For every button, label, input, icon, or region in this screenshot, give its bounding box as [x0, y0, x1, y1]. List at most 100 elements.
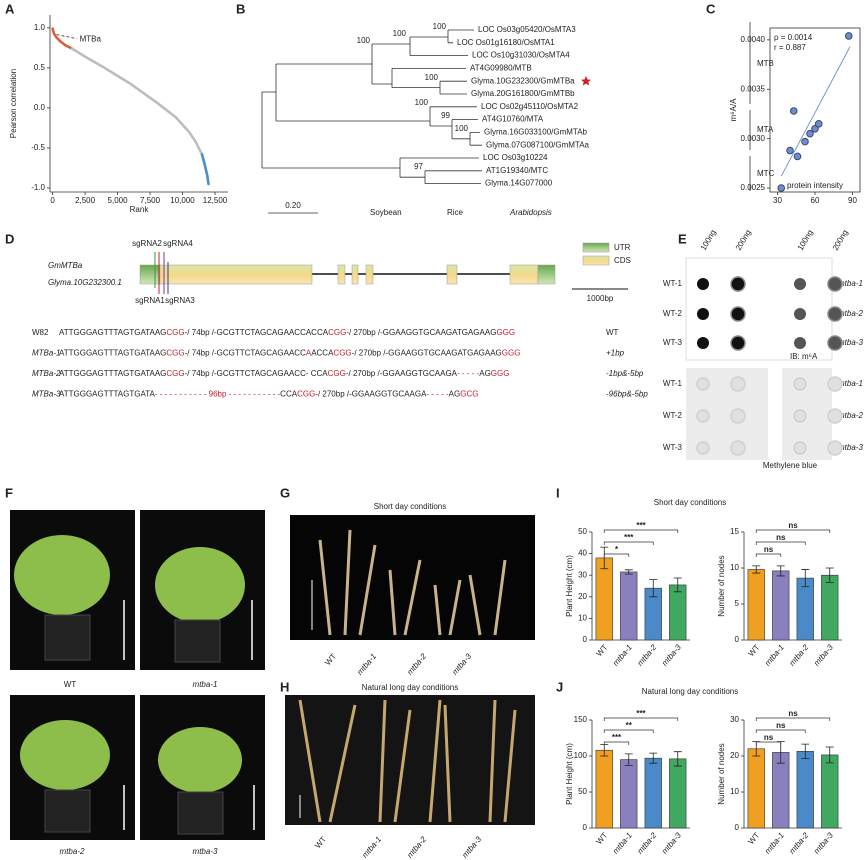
panel-label: G: [280, 485, 290, 500]
bootstrap-label: 97: [414, 162, 423, 171]
x-tick-label: 12,500: [203, 196, 228, 205]
y-tick-label: 5: [735, 599, 740, 608]
x-tick-label: mtba-3: [812, 642, 835, 667]
significance-bracket: [755, 717, 831, 721]
row-label: WT-1: [663, 379, 683, 388]
sequence-segment: CGG: [328, 328, 346, 337]
panel-label: H: [280, 679, 289, 694]
sequence: ATTGGGAGTTTAGTGATAAGCGG-/ 74bp /-GCGTTCT…: [59, 349, 520, 358]
leaf-label: AT1G19340/MTC: [486, 166, 548, 175]
bar: [772, 570, 790, 641]
sequence-segment: -/ 270bp /-GGAAGGTGCAAGATGAGAAG: [352, 349, 502, 358]
legend-label: Rice: [447, 208, 464, 217]
dot: [827, 276, 843, 292]
y-tick-label: 10: [730, 787, 739, 796]
bar: [669, 584, 687, 641]
significance-label: ***: [636, 521, 646, 530]
error-bar: [776, 741, 785, 764]
gene-name: GmMTBa: [48, 261, 83, 270]
sequence-segment: CGG: [166, 349, 184, 358]
point: [801, 137, 809, 146]
dot: [730, 276, 746, 292]
blot-membrane: [782, 368, 832, 460]
significance-bracket: [603, 741, 630, 745]
x-tick-label: 30: [773, 196, 782, 205]
photo-label: mtba-3: [450, 651, 473, 676]
legend-label: Arabidopsis: [509, 208, 552, 217]
bar: [796, 577, 814, 641]
leaf-label: AT4G09980/MTB: [470, 64, 532, 73]
sequence-segment: GGG: [502, 349, 521, 358]
y-axis-label: Plant Height (cm): [565, 743, 574, 805]
clade-label: MTC: [757, 169, 775, 178]
y-tick-label: 50: [578, 527, 587, 536]
y-tick-label: 0: [583, 635, 588, 644]
dot: [697, 278, 709, 290]
amount-label: 100ng: [699, 228, 718, 252]
row-label: WT-1: [663, 279, 683, 288]
x-tick-label: mtba-1: [763, 831, 786, 856]
row-label: WT-2: [663, 309, 683, 318]
bar: [620, 759, 638, 829]
leaf-label: AT4G10760/MTA: [482, 115, 544, 124]
dot: [696, 409, 710, 423]
dot: [730, 440, 746, 456]
bar: [796, 751, 814, 829]
y-tick-label: 0.0040: [741, 35, 766, 44]
sequence-segment: AG: [479, 369, 491, 378]
significance-label: ***: [624, 533, 634, 542]
legend-label: CDS: [614, 256, 631, 265]
error-bar: [673, 577, 682, 593]
significance-bracket: [603, 717, 679, 721]
significance-label: ***: [636, 709, 646, 718]
x-tick-label: 0: [50, 196, 55, 205]
sequence: ATTGGGAGTTTAGTGATAAGCGG-/ 74bp /-GCGTTCT…: [59, 328, 515, 337]
significance-bracket: [755, 741, 782, 745]
row-label: WT-2: [663, 411, 683, 420]
dot: [697, 308, 709, 320]
leaf-label: Glyma.14G077000: [485, 179, 553, 188]
y-tick-label: 40: [578, 549, 587, 558]
photo-title: Short day conditions: [374, 502, 447, 511]
sequence-segment: CGG: [328, 369, 346, 378]
row-label: MTBa-1: [32, 349, 60, 358]
y-axis-label: Pearson correlation: [9, 69, 18, 138]
y-tick-label: 1.0: [34, 23, 46, 32]
chart-title: Short day conditions: [654, 498, 727, 507]
panel-label: J: [556, 679, 563, 694]
y-tick-label: 15: [730, 527, 739, 536]
sgrna-label: sgRNA4: [163, 239, 193, 248]
scale-label: 1000bp: [587, 294, 614, 303]
panel-label: I: [556, 485, 560, 500]
row-note: -1bp&-5bp: [606, 369, 644, 378]
significance-bracket: [755, 729, 806, 733]
x-tick-label: mtba-2: [635, 830, 658, 855]
significance-bracket: [755, 529, 831, 533]
leaf-label: LOC Os01g16180/OsMTA1: [457, 38, 555, 47]
dot: [793, 377, 807, 391]
y-tick-label: 0.0025: [741, 183, 766, 192]
blot-label: IB: m⁶A: [790, 352, 818, 361]
significance-bracket: [603, 529, 679, 533]
photo-label: mtba-2: [60, 847, 85, 856]
exon: [509, 264, 539, 285]
error-bar: [600, 546, 609, 570]
x-tick-label: mtba-1: [763, 643, 786, 668]
y-tick-label: 20: [578, 592, 587, 601]
dot: [730, 335, 746, 351]
dried-plants: [298, 699, 517, 823]
legend-swatch: [582, 255, 610, 266]
x-tick-label: mtba-2: [787, 642, 810, 667]
y-axis-label: Plant Height (cm): [565, 555, 574, 617]
sequence-segment: -/ 270bp /-GGAAGGTGCAAGA: [315, 390, 427, 399]
x-tick-label: WT: [595, 643, 610, 658]
exon: [351, 264, 359, 285]
leaf-label: Glyma.16G033100/GmMTAb: [484, 128, 588, 137]
y-tick-label: 0: [735, 823, 740, 832]
dot: [730, 408, 746, 424]
sequence-segment: ATTGGGAGTTTAGTGATAAG: [59, 328, 166, 337]
row-note: WT: [606, 328, 619, 337]
panel-label: E: [678, 231, 687, 246]
sequence-segment: AG: [449, 390, 461, 399]
